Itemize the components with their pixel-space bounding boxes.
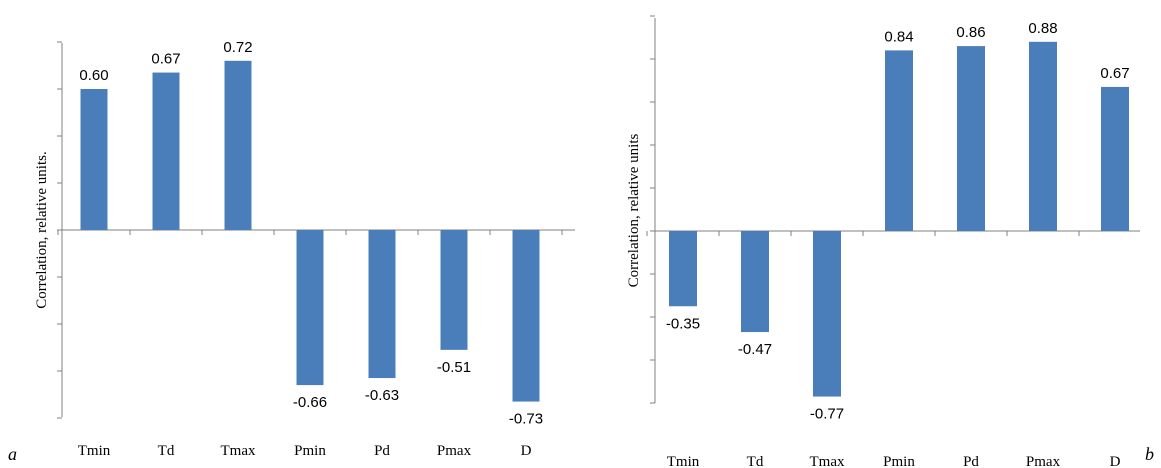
data-label: 0.60	[79, 67, 108, 84]
bar-tmin	[669, 231, 697, 307]
bar-pd	[957, 46, 985, 231]
bar-td	[152, 72, 180, 230]
bar-d	[512, 230, 540, 402]
category-label: D	[521, 443, 532, 459]
bar-pd	[368, 230, 396, 379]
chart-panel-b: Correlation, relative units -0.35 Tmin -0.4…	[626, 15, 1140, 468]
y-axis-label: Correlation, relative units	[626, 133, 642, 287]
category-label: Pmin	[883, 454, 915, 468]
category-label: Pd	[374, 443, 390, 459]
category-label: Pmin	[294, 443, 326, 459]
data-label: -0.51	[437, 359, 471, 376]
bar-td	[741, 231, 769, 333]
category-label: D	[1110, 454, 1121, 468]
category-label: Tmin	[667, 454, 700, 468]
data-label: 0.86	[956, 24, 985, 41]
data-label: -0.77	[810, 406, 844, 423]
data-label: 0.72	[223, 39, 252, 56]
category-label: Pmax	[1026, 454, 1061, 468]
data-label: -0.63	[365, 387, 399, 404]
bar-pmin	[885, 50, 913, 232]
data-label: -0.66	[293, 394, 327, 411]
bar-tmin	[80, 89, 108, 230]
bar-pmax	[440, 230, 468, 350]
bar-tmax	[813, 231, 841, 397]
data-label: 0.88	[1028, 20, 1057, 37]
category-label: Td	[747, 454, 764, 468]
bar-pmin	[296, 230, 324, 386]
data-label: -0.35	[666, 315, 700, 332]
data-label: -0.73	[509, 411, 543, 428]
panel-label-a: a	[8, 444, 17, 464]
bar-pmax	[1029, 41, 1057, 231]
bar-d	[1101, 86, 1129, 231]
category-label: Pd	[963, 454, 979, 468]
bar-tmax	[224, 60, 252, 230]
data-label: -0.47	[738, 341, 772, 358]
y-axis-label: Correlation, relative units.	[34, 151, 50, 308]
chart-panel-a: Correlation, relative units. 0.60 Tmin 0.67…	[34, 39, 575, 459]
data-label: 0.67	[1100, 65, 1129, 82]
panel-label-b: b	[1145, 444, 1154, 464]
category-label: Tmax	[221, 443, 256, 459]
category-label: Tmin	[78, 443, 111, 459]
data-label: 0.84	[884, 28, 913, 45]
data-label: 0.67	[151, 51, 180, 68]
category-label: Pmax	[437, 443, 472, 459]
category-label: Td	[158, 443, 175, 459]
category-label: Tmax	[810, 454, 845, 468]
